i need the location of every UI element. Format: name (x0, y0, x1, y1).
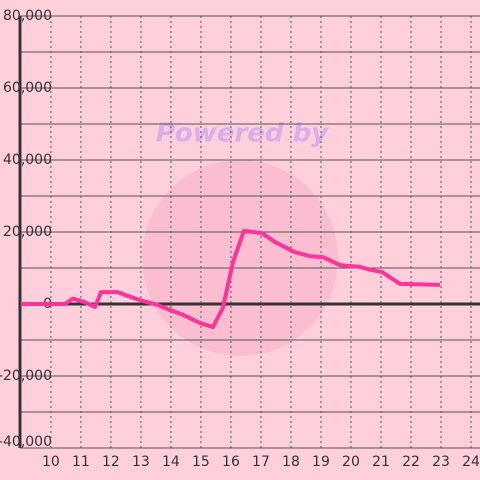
x-tick-label: 12 (102, 454, 120, 470)
x-tick-label: 24 (462, 454, 480, 470)
x-tick-label: 18 (282, 454, 300, 470)
x-tick-label: 17 (252, 454, 270, 470)
y-tick-label: 20,000 (3, 224, 52, 240)
y-tick-label: -40,000 (0, 434, 52, 450)
x-tick-label: 10 (42, 454, 60, 470)
x-tick-label: 14 (162, 454, 180, 470)
watermark: Powered by (156, 119, 329, 149)
x-tick-label: 20 (342, 454, 360, 470)
x-tick-label: 23 (432, 454, 450, 470)
x-tick-label: 11 (72, 454, 90, 470)
line (20, 228, 441, 330)
watermark-image (142, 160, 338, 356)
x-tick-label: 19 (312, 454, 330, 470)
y-tick-label: -20,000 (0, 368, 52, 384)
x-tick-label: 13 (132, 454, 150, 470)
y-tick-label: 40,000 (3, 152, 52, 168)
x-tick-label: 16 (222, 454, 240, 470)
y-tick-label: 80,000 (3, 8, 52, 24)
x-tick-label: 22 (402, 454, 420, 470)
x-tick-label: 21 (372, 454, 390, 470)
x-tick-label: 15 (192, 454, 210, 470)
y-tick-label: 60,000 (3, 80, 52, 96)
